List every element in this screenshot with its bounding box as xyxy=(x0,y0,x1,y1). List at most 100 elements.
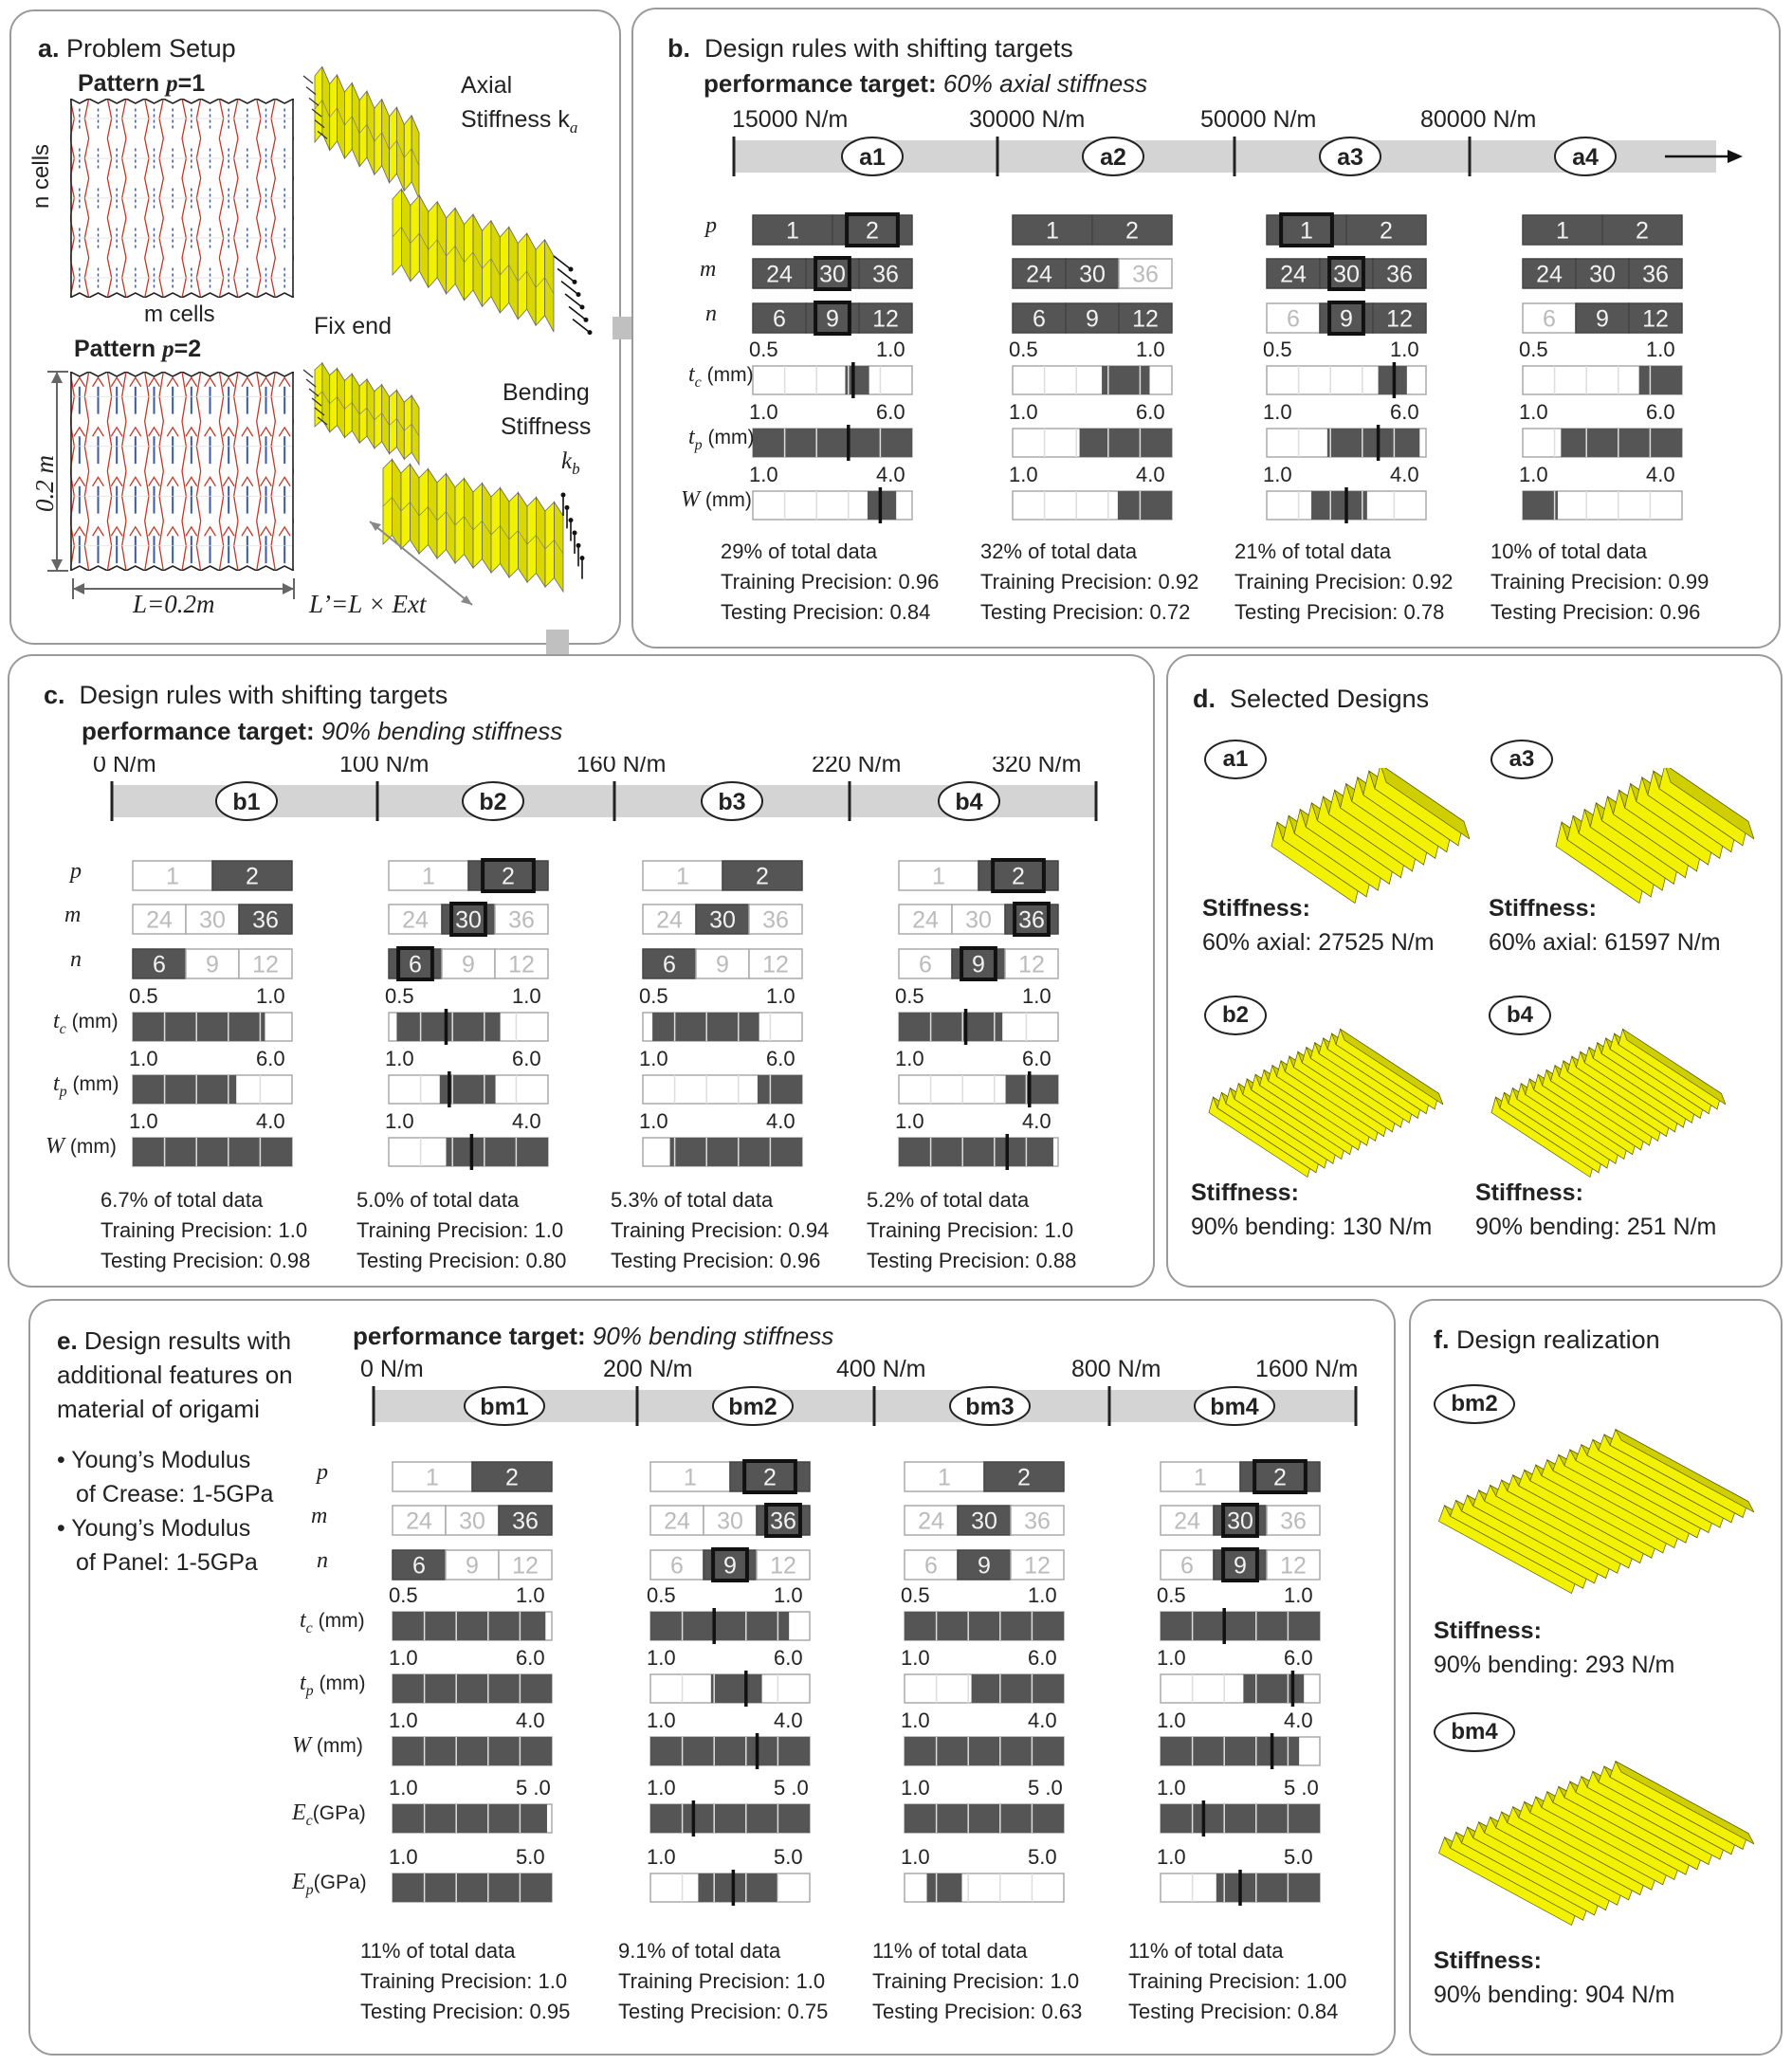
bm4-p-row-cell xyxy=(1160,1461,1241,1492)
bm4-w-range-min: 1.0 xyxy=(1157,1709,1186,1732)
bm4-m-row-cell-label: 24 xyxy=(1174,1508,1200,1535)
a1-p-row-cell-label: 1 xyxy=(786,218,799,245)
row-label-n: n xyxy=(70,947,82,972)
bm4-stat-line: Training Precision: 1.00 xyxy=(1128,1969,1347,1993)
bm1-m-row-cell xyxy=(445,1505,500,1536)
panel-d-title: d. Selected Designs xyxy=(1193,685,1430,713)
b2-tc-range-max: 1.0 xyxy=(512,984,541,1008)
b4-w-range-max: 4.0 xyxy=(1022,1109,1051,1133)
bm1-n-row-cell-label: 9 xyxy=(466,1553,479,1580)
a1-stat-line: Training Precision: 0.96 xyxy=(721,570,940,594)
bm2-stat-line: Training Precision: 1.0 xyxy=(618,1969,826,1993)
axis-tick-label: 15000 N/m xyxy=(732,106,848,133)
b3-n-row-cell-label: 6 xyxy=(663,952,676,978)
bm4-stat-line: Testing Precision: 0.84 xyxy=(1128,2000,1339,2023)
bm3-stats: 11% of total data Training Precision: 1.0… xyxy=(872,1936,1082,2027)
bm3-tp-range-max: 6.0 xyxy=(1028,1646,1057,1670)
row-label-w: W (mm) xyxy=(681,487,752,512)
b1-m-row-cell xyxy=(185,904,240,935)
a2-p-row-cell-label: 1 xyxy=(1046,218,1059,245)
bm1-tc-range-max: 1.0 xyxy=(516,1583,545,1607)
a4-tp-range-fill xyxy=(1561,429,1682,457)
length-label: L=0.2m xyxy=(133,590,215,618)
fixed-support xyxy=(305,378,317,388)
bm1-m-row-cell xyxy=(498,1505,553,1536)
axis-tick-label: 160 N/m xyxy=(576,757,666,777)
a3-p-row-selected-box xyxy=(1279,212,1334,247)
row-label-n: n xyxy=(705,302,717,326)
bm1-p-row-cell xyxy=(471,1461,553,1492)
b4-w-range-fill xyxy=(899,1138,1053,1166)
bm3-n-row-cell-label: 6 xyxy=(924,1553,938,1580)
bm2-w-range xyxy=(649,1733,811,1769)
design-stiffness-a3-value: 60% axial: 61597 N/m xyxy=(1489,929,1721,956)
n-cells-label: n cells xyxy=(28,143,54,209)
a3-stat-line: Training Precision: 0.92 xyxy=(1234,570,1454,594)
bm1-tp-range-fill xyxy=(393,1674,552,1703)
group-label-b4: b4 xyxy=(955,789,982,815)
b3-stat-line: Training Precision: 0.94 xyxy=(611,1218,830,1242)
b3-tp-range xyxy=(642,1074,803,1105)
crease-line xyxy=(241,376,254,388)
design-stiffness-b2-value: 90% bending: 130 N/m xyxy=(1191,1214,1433,1240)
row-label-p: p xyxy=(317,1460,328,1485)
b3-m-row-cell-label: 24 xyxy=(656,907,683,934)
bm4-ec-range-max: 5 .0 xyxy=(1284,1776,1319,1800)
crease-line xyxy=(148,525,160,537)
group-label-bm4: bm4 xyxy=(1210,1394,1259,1420)
b4-n-row-selected-box xyxy=(960,946,997,981)
bm3-m-row: 24 30 36 xyxy=(904,1505,1065,1536)
b1-n-row: 6 9 12 xyxy=(132,948,293,979)
crease-line xyxy=(73,476,86,487)
fixed-support xyxy=(311,108,322,118)
bm3-ec-range-min: 1.0 xyxy=(901,1776,930,1800)
bm2-ec-range-max: 5 .0 xyxy=(774,1776,809,1800)
a4-p-row-cell xyxy=(1522,214,1603,246)
bm2-p-row-cell xyxy=(649,1461,731,1492)
b1-stat-line: 6.7% of total data xyxy=(101,1188,264,1212)
b2-tp-range-max: 6.0 xyxy=(512,1047,541,1070)
a1-m-row-cell-label: 36 xyxy=(872,262,899,288)
crease-pattern-2 xyxy=(70,372,294,571)
bm3-ep-range xyxy=(904,1873,1065,1903)
a4-p-row-cell-label: 2 xyxy=(1636,218,1649,245)
dimension-lines xyxy=(47,371,295,599)
row-label-n: n xyxy=(317,1548,328,1573)
bm3-w-range-fill xyxy=(905,1737,1064,1765)
bm2-ep-range-max: 5.0 xyxy=(774,1845,803,1869)
a2-m-row-cell xyxy=(1012,258,1067,289)
realized-stiffness-bm2: Stiffness: 90% bending: 293 N/m xyxy=(1434,1614,1674,1682)
bm3-ec-range-max: 5 .0 xyxy=(1028,1776,1063,1800)
crease-line xyxy=(185,525,198,537)
b3-m-row: 24 30 36 xyxy=(642,904,803,935)
b3-stats: 5.3% of total data Training Precision: 0.… xyxy=(611,1185,829,1276)
a2-stat-line: Training Precision: 0.92 xyxy=(980,570,1199,594)
a1-tc-range-max: 1.0 xyxy=(876,338,905,361)
b3-w-range-min: 1.0 xyxy=(639,1109,668,1133)
crease-line xyxy=(260,525,272,537)
a1-stat-line: Testing Precision: 0.84 xyxy=(721,600,931,624)
bm4-tc-range-fill xyxy=(1161,1612,1320,1640)
b1-tp-range xyxy=(132,1074,293,1105)
panel-a-title: a. Problem Setup xyxy=(38,34,236,63)
load-arrowhead xyxy=(583,317,589,322)
a2-m-row-cell-label: 24 xyxy=(1026,262,1052,288)
load-arrow xyxy=(560,281,579,296)
row-label-ec: Ec(GPa) xyxy=(292,1800,366,1829)
bm1-p-row-cell-label: 2 xyxy=(505,1465,519,1491)
a1-w-range-max: 4.0 xyxy=(876,463,905,486)
bm4-ep-range-fill xyxy=(1216,1873,1320,1902)
a1-tp-range-max: 6.0 xyxy=(876,400,905,424)
realized-surface-bm4-facet xyxy=(1615,1760,1754,1845)
bm2-m-row-cell-label: 24 xyxy=(664,1508,690,1535)
a1-m-row-selected-box xyxy=(814,256,851,291)
bm4-ec-range xyxy=(1160,1800,1321,1837)
a2-tc-range-fill xyxy=(1102,366,1150,394)
bm1-m-row: 24 30 36 xyxy=(392,1505,553,1536)
a1-n-row-selected-box xyxy=(814,301,851,336)
row-label-m: m xyxy=(700,257,717,282)
panel-b-title: b. Design rules with shifting targets xyxy=(667,34,1073,63)
